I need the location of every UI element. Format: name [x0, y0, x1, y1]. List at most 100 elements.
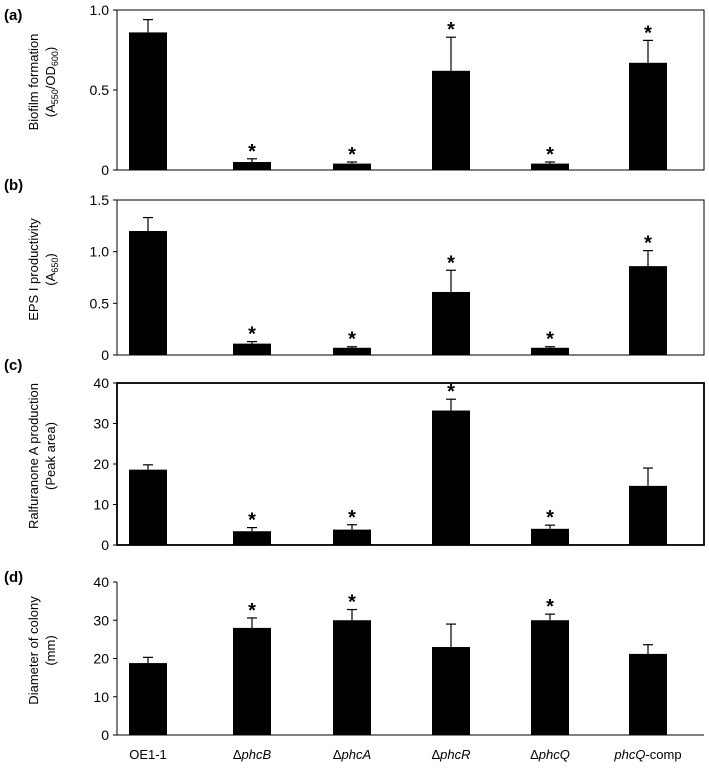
- panel-label: (b): [4, 177, 23, 194]
- significance-marker: *: [348, 144, 356, 166]
- y-tick-label: 30: [93, 612, 109, 628]
- significance-marker: *: [348, 329, 356, 351]
- panel-label: (c): [4, 357, 22, 374]
- y-tick-label: 0.5: [90, 82, 110, 98]
- subscript: 600: [50, 51, 60, 66]
- y-tick-label: 30: [93, 416, 109, 432]
- bar: [233, 627, 271, 735]
- bar: [531, 528, 569, 545]
- significance-marker: *: [348, 507, 356, 529]
- y-axis-label: Ralfuranone A production (Peak area): [26, 383, 58, 529]
- bar: [629, 62, 667, 170]
- y-tick-label: 10: [93, 689, 109, 705]
- suffix: -comp: [645, 747, 681, 762]
- significance-marker: *: [644, 233, 652, 255]
- y-axis-label-line2: (A650): [43, 253, 60, 285]
- significance-marker: *: [546, 596, 554, 618]
- significance-marker: *: [546, 329, 554, 351]
- y-tick-label: 0: [101, 347, 109, 363]
- plot-frame: [116, 199, 705, 356]
- bar: [432, 291, 470, 355]
- significance-marker: *: [447, 252, 455, 274]
- y-tick-label: 10: [93, 497, 109, 513]
- significance-marker: *: [447, 19, 455, 41]
- unit-rest: /OD: [43, 66, 58, 89]
- significance-marker: *: [644, 22, 652, 44]
- delta-symbol: Δ: [233, 747, 242, 762]
- chart-panel: (a) 0 0.5 1.0 Biofilm formation (A550/OD600) *…: [4, 2, 705, 178]
- y-axis-label-line2: (mm): [43, 635, 58, 665]
- y-axis-label-line1: Biofilm formation: [26, 34, 41, 131]
- bar: [629, 653, 667, 735]
- bar: [333, 620, 371, 735]
- bar: [531, 163, 569, 170]
- chart-panel: (d) 0 10 20 30 40 Diameter of colony (mm) * * * OE1…: [4, 569, 704, 762]
- y-tick-label: 20: [93, 456, 109, 472]
- significance-marker: *: [248, 600, 256, 622]
- bar: [432, 410, 470, 545]
- plot-frame: [116, 9, 705, 171]
- y-tick-label: 40: [93, 574, 109, 590]
- bar: [129, 231, 167, 355]
- unit-close: ): [43, 47, 58, 51]
- significance-marker: *: [248, 324, 256, 346]
- y-axis-label-line2: (A550/OD600): [43, 47, 60, 118]
- gene-name: phcA: [341, 747, 372, 762]
- bar: [629, 485, 667, 545]
- chart-panel: (c) 0 10 20 30 40 Ralfuranone A production (Pea…: [4, 357, 705, 553]
- delta-symbol: Δ: [333, 747, 342, 762]
- significance-marker: *: [248, 510, 256, 532]
- x-tick-label: ΔphcA: [333, 747, 371, 762]
- y-tick-label: 1.0: [90, 244, 110, 260]
- y-axis-label: Biofilm formation (A550/OD600): [26, 34, 60, 131]
- significance-marker: *: [348, 592, 356, 614]
- significance-marker: *: [546, 144, 554, 166]
- gene-name: phcB: [241, 747, 272, 762]
- y-axis-label-line1: Diameter of colony: [26, 596, 41, 705]
- bar: [333, 529, 371, 545]
- unit-rest: ): [43, 253, 58, 257]
- bar: [333, 163, 371, 170]
- bar: [432, 647, 470, 735]
- y-tick-label: 0.5: [90, 295, 110, 311]
- y-tick-label: 1.0: [90, 2, 110, 18]
- bar: [531, 347, 569, 355]
- panel-label: (a): [4, 7, 22, 24]
- significance-marker: *: [447, 381, 455, 403]
- subscript: 650: [50, 258, 60, 273]
- y-tick-label: 0: [101, 162, 109, 178]
- x-tick-label: OE1-1: [129, 747, 167, 762]
- bar: [129, 663, 167, 735]
- delta-symbol: Δ: [530, 747, 539, 762]
- bar: [233, 343, 271, 355]
- x-tick-label: phcQ-comp: [613, 747, 681, 762]
- y-axis-label-line2: (Peak area): [43, 422, 58, 490]
- subscript: 550: [50, 89, 60, 104]
- x-tick-label: ΔphcR: [431, 747, 470, 762]
- gene-name: phcQ: [538, 747, 570, 762]
- y-tick-label: 20: [93, 651, 109, 667]
- y-tick-label: 40: [93, 375, 109, 391]
- significance-marker: *: [546, 507, 554, 529]
- y-tick-label: 0: [101, 727, 109, 743]
- gene-name: phcR: [439, 747, 470, 762]
- chart-panel: (b) 0 0.5 1.0 1.5 EPS I productivity (A650) * * *…: [4, 177, 705, 363]
- bar: [333, 347, 371, 355]
- bar: [531, 620, 569, 735]
- x-tick-label: ΔphcQ: [530, 747, 570, 762]
- y-tick-label: 0: [101, 537, 109, 553]
- bar: [233, 162, 271, 170]
- bar: [129, 469, 167, 545]
- x-tick-label: ΔphcB: [233, 747, 272, 762]
- bar: [129, 32, 167, 171]
- delta-symbol: Δ: [431, 747, 440, 762]
- y-axis-label: Diameter of colony (mm): [26, 596, 58, 705]
- y-axis-label: EPS I productivity (A650): [26, 218, 60, 321]
- bar: [233, 531, 271, 545]
- significance-marker: *: [248, 141, 256, 163]
- panel-label: (d): [4, 569, 23, 586]
- y-tick-label: 1.5: [90, 192, 110, 208]
- y-axis-label-line1: EPS I productivity: [26, 218, 41, 321]
- plot-frame: [116, 382, 705, 546]
